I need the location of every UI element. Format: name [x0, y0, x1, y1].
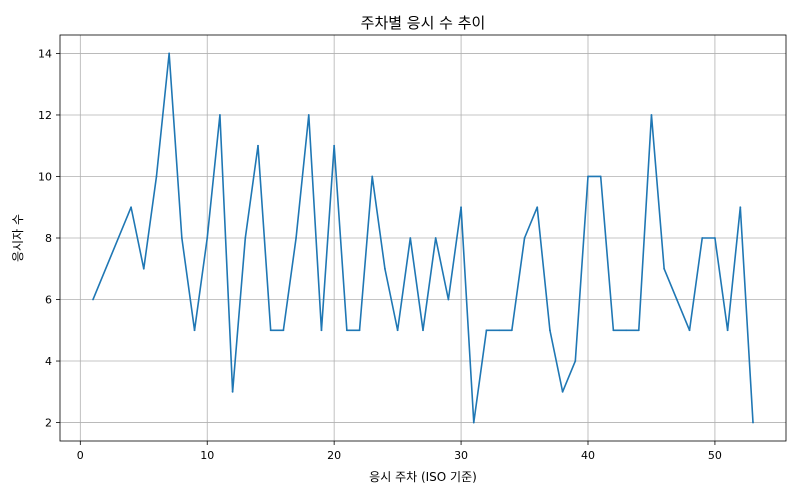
data-point	[688, 329, 691, 332]
data-point	[257, 144, 259, 147]
data-point	[561, 390, 564, 393]
x-tick-label: 20	[327, 449, 341, 462]
x-tick-label: 30	[454, 449, 468, 462]
data-point	[612, 329, 615, 332]
data-point	[587, 175, 589, 178]
data-point	[739, 206, 742, 209]
y-tick-label: 8	[45, 232, 52, 245]
data-point	[282, 329, 285, 332]
x-tick-label: 50	[708, 449, 722, 462]
data-point	[358, 329, 361, 332]
series-layer	[92, 52, 754, 424]
data-point	[675, 298, 678, 301]
data-point	[295, 237, 297, 239]
data-point	[333, 144, 336, 147]
data-point	[193, 329, 196, 332]
data-point	[536, 206, 539, 209]
data-point	[168, 52, 171, 55]
data-point	[447, 298, 450, 301]
x-axis-label: 응시 주차 (ISO 기준)	[369, 470, 477, 484]
y-tick-label: 2	[45, 417, 52, 430]
x-tick-label: 40	[581, 449, 595, 462]
data-point	[625, 329, 627, 332]
data-point	[460, 206, 462, 209]
y-tick-label: 6	[45, 294, 52, 307]
y-tick-label: 12	[38, 109, 52, 122]
data-point	[485, 329, 488, 332]
y-axis-label: 응시자 수	[11, 214, 25, 262]
grid-layer	[60, 35, 786, 441]
x-tick-label: 0	[77, 449, 84, 462]
data-point	[510, 329, 513, 332]
y-tick-label: 10	[38, 170, 52, 183]
data-point	[180, 237, 183, 239]
data-point	[219, 114, 221, 116]
data-point	[714, 237, 716, 239]
data-point	[396, 329, 399, 332]
y-tick-label: 4	[45, 355, 52, 368]
data-point	[422, 329, 424, 332]
data-point	[244, 237, 247, 239]
y-tick-label: 14	[38, 47, 52, 60]
data-point	[409, 237, 412, 239]
data-point	[637, 329, 640, 332]
data-point	[269, 329, 272, 332]
data-point	[523, 237, 526, 239]
data-point	[155, 175, 158, 178]
data-point	[599, 175, 602, 178]
data-point	[320, 329, 323, 332]
data-point	[434, 237, 437, 239]
data-point	[726, 329, 729, 332]
ticks-layer: 0 10 20 30 40 50 2 4 6 8 10 12 14	[38, 47, 722, 462]
data-point	[307, 114, 310, 116]
data-point	[345, 329, 348, 332]
data-point	[701, 237, 704, 239]
data-point	[92, 298, 94, 301]
data-point	[549, 329, 551, 332]
data-point	[130, 206, 132, 209]
data-point	[663, 267, 666, 270]
chart-title: 주차별 응시 수 추이	[361, 14, 486, 32]
data-point	[650, 114, 653, 116]
data-point	[498, 329, 501, 332]
data-point	[142, 267, 145, 270]
data-point	[371, 175, 374, 178]
data-point	[231, 390, 234, 393]
data-point	[472, 421, 475, 424]
data-point	[752, 421, 754, 424]
x-tick-label: 10	[200, 449, 214, 462]
data-point	[574, 360, 577, 362]
data-point	[206, 237, 209, 239]
data-point	[384, 267, 386, 270]
